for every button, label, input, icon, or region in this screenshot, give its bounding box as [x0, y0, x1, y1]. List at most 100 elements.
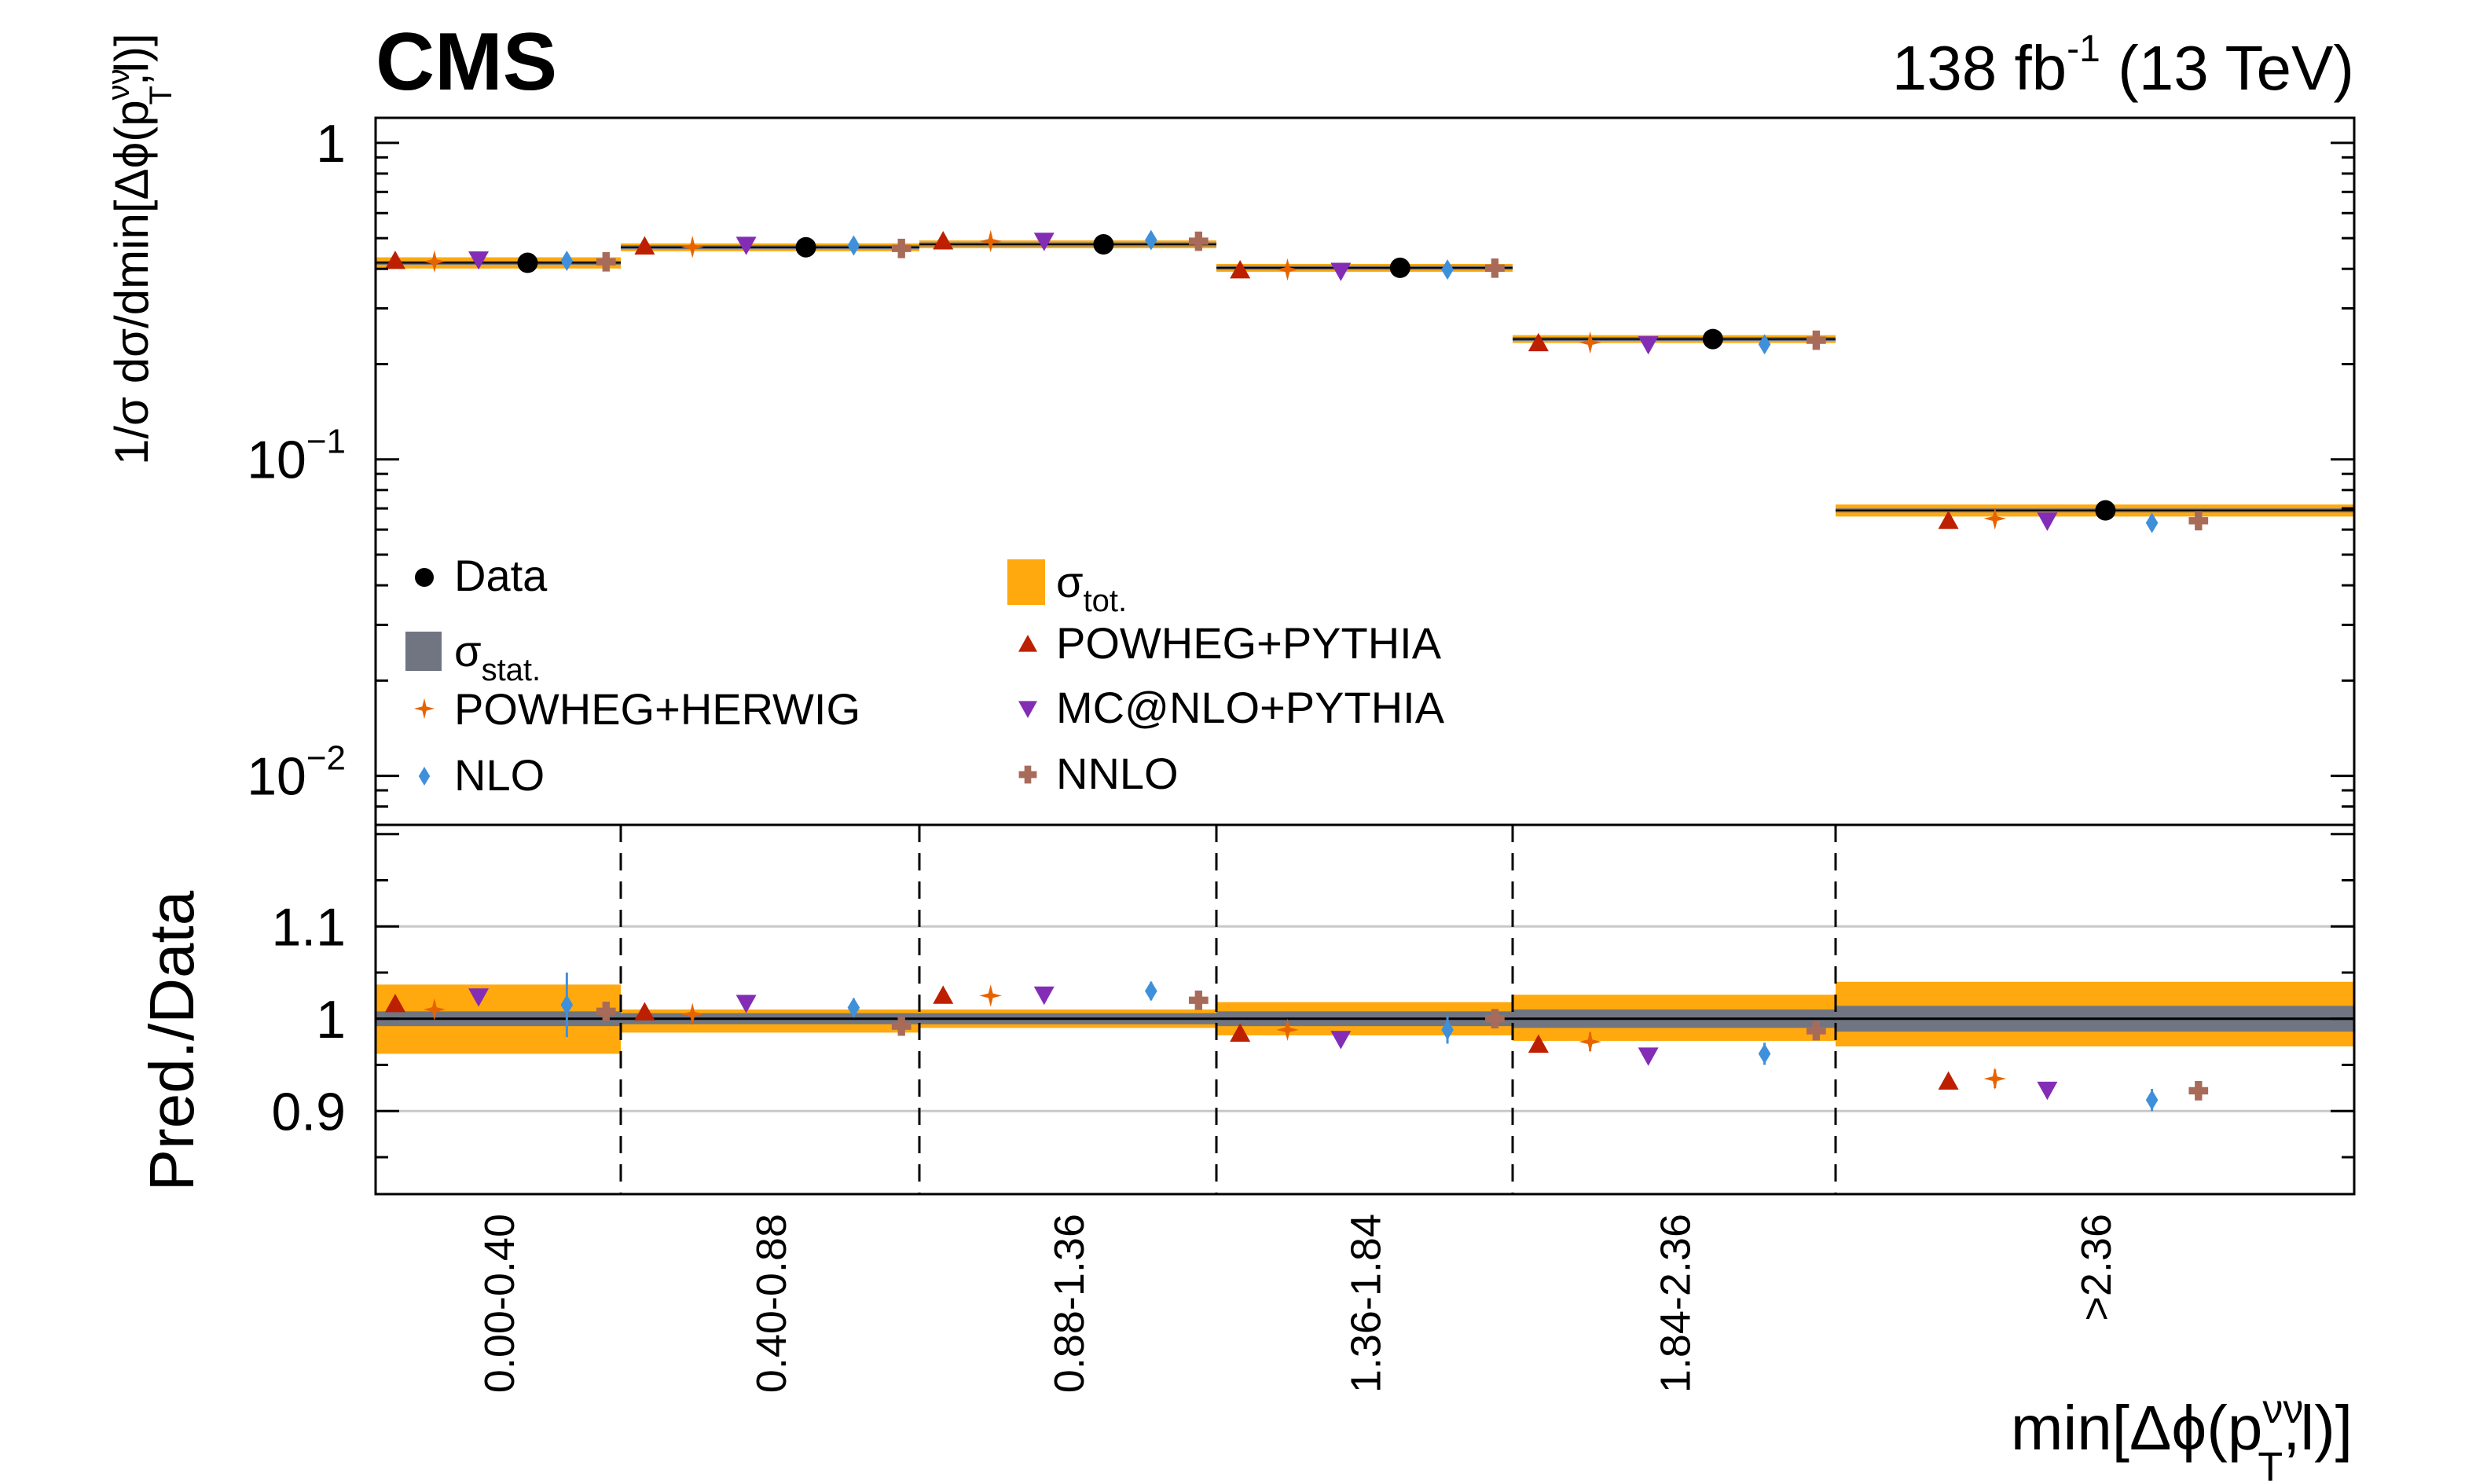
x-label-main: min[Δϕ(p — [2011, 1393, 2263, 1463]
ratio-marker-plus-2 — [1188, 990, 1209, 1010]
upper-marker-triangle-down-4 — [1638, 335, 1659, 355]
y-label-sup: νν — [101, 68, 136, 100]
tick-labels: 110−110−21.110.90.00-0.40 0.40-0.88 0.88-1… — [247, 114, 2120, 1393]
ratio-marker-triangle-up-4 — [1528, 1034, 1549, 1053]
x-category-label-5: >2.36 — [2073, 1214, 2120, 1321]
x-category-label-4: 1.84-2.36 — [1653, 1214, 1700, 1393]
legend-mcnlo-pythia-label: MC@NLO+PYTHIA — [1056, 683, 1445, 732]
x-category-label-1: 0.40-0.88 — [748, 1214, 795, 1393]
ratio-marker-star-2 — [979, 984, 1003, 1007]
experiment-label: CMS — [376, 16, 557, 108]
ratio-marker-star-0 — [423, 998, 446, 1021]
ratio-marker-star-1 — [680, 1002, 704, 1026]
legend-tot-label: σtot. — [1056, 557, 1127, 618]
legend-nlo-label: NLO — [454, 750, 545, 800]
upper-data-point-2 — [1093, 234, 1114, 255]
upper-marker-triangle-up-1 — [634, 236, 655, 255]
ytick-label-lower-0: 1.1 — [271, 897, 346, 957]
ytick-base: 10 — [247, 431, 306, 490]
upper-data-point-1 — [795, 236, 816, 258]
x-axis-label: min[Δϕ(pνν T,l)] — [2011, 1387, 2353, 1484]
upper-marker-plus-3 — [1485, 258, 1505, 278]
ytick-label-lower-1: 1 — [316, 990, 346, 1050]
legend-mcnlo-pythia-symbol — [1018, 701, 1037, 718]
ratio-marker-diamond-1 — [847, 997, 860, 1018]
upper-data-point-5 — [2095, 500, 2116, 521]
y-label-main: 1/σ dσ/dmin[Δϕ(p — [105, 100, 158, 465]
ratio-marker-triangle-down-0 — [468, 988, 490, 1007]
upper-marker-star-0 — [423, 250, 446, 273]
lower-panel-grid — [376, 925, 2354, 1112]
ratio-marker-star-3 — [1276, 1018, 1299, 1042]
ratio-marker-star-5 — [1983, 1067, 2007, 1090]
upper-marker-triangle-up-3 — [1230, 259, 1251, 279]
upper-marker-triangle-up-4 — [1528, 332, 1549, 352]
upper-marker-triangle-down-5 — [2037, 512, 2058, 531]
upper-marker-star-1 — [680, 236, 704, 258]
upper-data-point-4 — [1702, 328, 1723, 350]
upper-marker-triangle-down-0 — [468, 251, 490, 270]
legend-stat-symbol — [405, 632, 442, 671]
upper-marker-triangle-up-5 — [1938, 510, 1959, 529]
legend-powheg-herwig-label: POWHEG+HERWIG — [454, 684, 860, 734]
legend-symbols — [405, 559, 1045, 786]
legend-data-symbol — [415, 568, 434, 587]
upper-marker-plus-2 — [1188, 231, 1209, 251]
chart-axes — [374, 116, 2356, 1196]
ratio-marker-diamond-2 — [1145, 980, 1157, 1002]
lumi-label: 138 fb-1 (13 TeV) — [1892, 28, 2354, 103]
ytick-exp: −2 — [306, 739, 346, 778]
upper-marker-diamond-3 — [1441, 259, 1454, 280]
ratio-marker-plus-3 — [1485, 1009, 1505, 1029]
upper-marker-star-4 — [1579, 331, 1601, 354]
legend-tot-sub: tot. — [1084, 584, 1128, 618]
ratio-marker-plus-1 — [891, 1016, 912, 1036]
legend-data-label: Data — [454, 551, 548, 600]
y-axis-label-lower: Pred./Data — [137, 890, 207, 1191]
upper-data-point-0 — [517, 252, 538, 273]
upper-marker-triangle-down-3 — [1330, 262, 1352, 281]
ratio-marker-diamond-0 — [560, 995, 574, 1016]
lumi-value: 138 fb — [1892, 33, 2067, 103]
ratio-marker-triangle-up-0 — [384, 993, 405, 1013]
upper-marker-triangle-up-0 — [384, 251, 405, 269]
ratio-marker-triangle-up-1 — [634, 1002, 655, 1020]
x-category-label-3: 1.36-1.84 — [1343, 1214, 1390, 1393]
ytick-base: 10 — [247, 747, 306, 807]
upper-marker-plus-4 — [1806, 330, 1826, 350]
legend-nlo-symbol — [418, 767, 431, 786]
y-label-tail: ,l)] — [105, 33, 158, 86]
ratio-marker-diamond-3 — [1441, 1019, 1454, 1040]
legend-stat-sub: stat. — [482, 653, 541, 687]
upper-marker-diamond-0 — [560, 251, 574, 272]
legend: Data σstat. POWHEG+HERWIG NLO σtot. POWH… — [405, 551, 1445, 800]
upper-marker-diamond-5 — [2145, 512, 2159, 533]
upper-marker-triangle-down-1 — [735, 236, 757, 255]
upper-data-point-3 — [1389, 257, 1410, 278]
ratio-marker-plus-0 — [596, 1002, 616, 1021]
lumi-exponent: -1 — [2067, 28, 2100, 70]
upper-marker-plus-0 — [596, 251, 616, 272]
upper-panel-bands — [376, 240, 2354, 517]
legend-nnlo-label: NNLO — [1056, 749, 1179, 798]
legend-tot-symbol — [1007, 559, 1045, 605]
x-label-sub: T — [2258, 1445, 2283, 1484]
x-category-label-2: 0.88-1.36 — [1046, 1214, 1093, 1393]
upper-panel-data-lines — [376, 244, 2354, 1020]
ytick-label-upper-2: 10−2 — [247, 739, 346, 807]
ytick-base: 1 — [316, 114, 346, 174]
energy-label: (13 TeV) — [2118, 33, 2354, 103]
legend-stat-sym: σ — [454, 626, 482, 676]
ytick-label-upper-0: 1 — [316, 114, 346, 174]
legend-powheg-pythia-symbol — [1018, 635, 1037, 652]
ratio-marker-triangle-down-4 — [1638, 1047, 1659, 1066]
upper-marker-triangle-up-2 — [933, 231, 954, 250]
upper-marker-star-2 — [979, 229, 1003, 253]
y-axis-label-upper: 1/σ dσ/dmin[Δϕ(pνν T,l)] — [101, 33, 178, 465]
ytick-label-lower-2: 0.9 — [271, 1082, 346, 1141]
ratio-marker-triangle-up-2 — [933, 985, 954, 1004]
ratio-marker-triangle-up-3 — [1230, 1023, 1251, 1042]
ratio-marker-diamond-5 — [2145, 1090, 2159, 1111]
legend-nnlo-symbol — [1018, 765, 1037, 784]
